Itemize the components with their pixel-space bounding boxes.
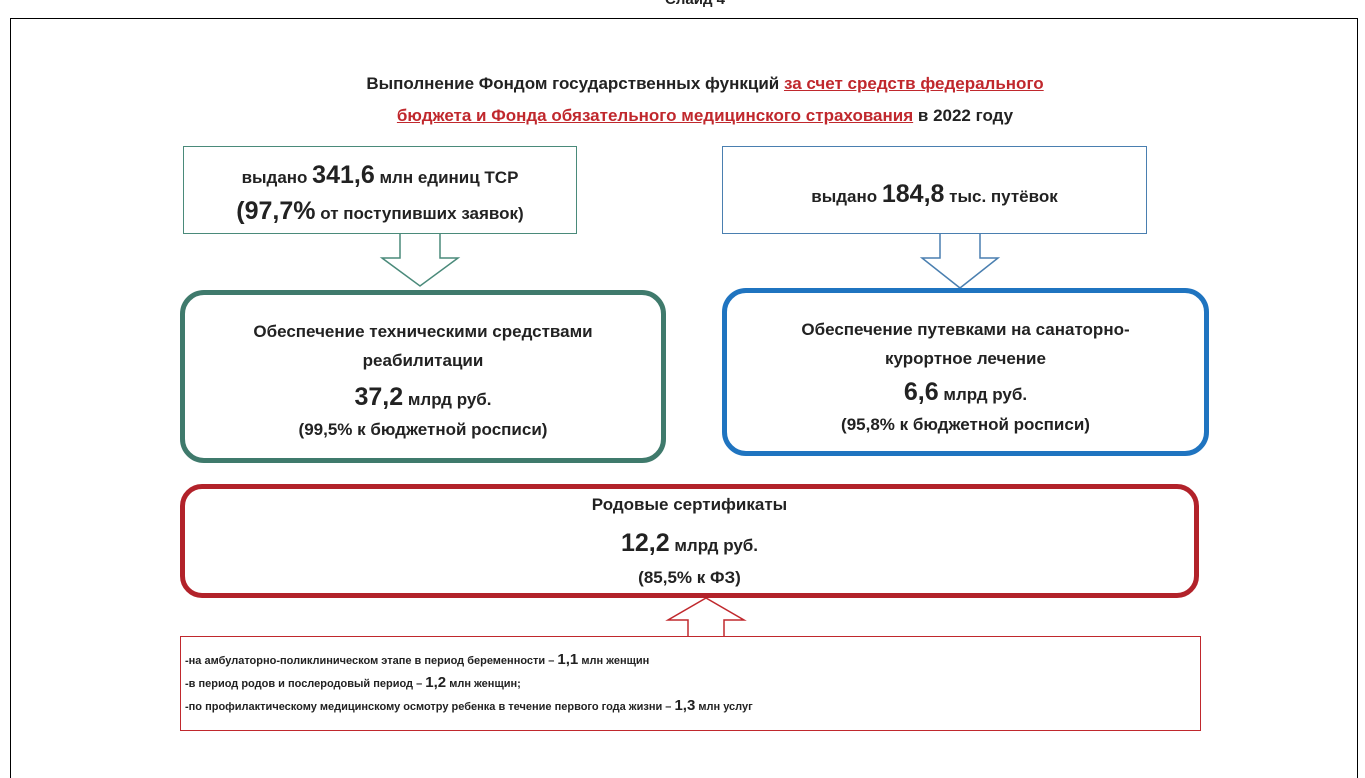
note: (85,5% к ФЗ)	[638, 568, 741, 587]
value: 6,6	[903, 378, 939, 406]
value: (97,7%	[236, 197, 316, 225]
detail-row: -по профилактическому медицинскому осмот…	[185, 697, 753, 714]
detail-row: -в период родов и послеродовый период – …	[185, 674, 521, 691]
unit: млрд руб.	[943, 385, 1028, 404]
tsr-issued-box: выдано 341,6 млн единиц ТСР (97,7% от по…	[183, 146, 577, 234]
value: 37,2	[354, 383, 404, 411]
box-title: Обеспечение техническими средствами реаб…	[253, 322, 593, 370]
title-highlight: за счет средств федерального	[783, 74, 1044, 93]
text: выдано	[811, 187, 878, 206]
title-text: в 2022 году	[917, 106, 1014, 125]
detail-text: -на амбулаторно-поликлиническом этапе в …	[185, 655, 555, 667]
title: Выполнение Фондом государственных функци…	[200, 68, 1210, 132]
title-highlight: бюджета и Фонда обязательного медицинско…	[396, 106, 914, 125]
detail-value: 1,1	[557, 651, 579, 668]
detail-value: 1,2	[425, 674, 447, 691]
text: млн единиц ТСР	[379, 168, 519, 187]
frame	[10, 18, 1358, 778]
detail-unit: млн женщин	[581, 655, 650, 667]
detail-text: -в период родов и послеродовый период –	[185, 678, 423, 690]
title-text: Выполнение Фондом государственных функци…	[366, 74, 780, 93]
text: от поступивших заявок)	[320, 204, 524, 223]
arrow-down	[379, 234, 461, 287]
box-title: Родовые сертификаты	[591, 495, 788, 514]
detail-text: -по профилактическому медицинскому осмот…	[185, 701, 672, 713]
unit: млрд руб.	[674, 536, 759, 555]
value: 341,6	[312, 161, 375, 189]
box-title: Обеспечение путевками на санаторно-курор…	[801, 320, 1130, 368]
sanatorium-box: Обеспечение путевками на санаторно-курор…	[722, 288, 1209, 456]
note: (95,8% к бюджетной росписи)	[841, 415, 1090, 434]
value: 12,2	[620, 529, 670, 557]
arrow-up	[665, 597, 747, 636]
detail-unit: млн женщин;	[449, 678, 521, 690]
arrow-down	[919, 234, 1001, 289]
unit: млрд руб.	[407, 390, 492, 409]
value: 184,8	[881, 180, 945, 208]
vouchers-issued-box: выдано 184,8 тыс. путёвок	[722, 146, 1147, 234]
text: тыс. путёвок	[949, 187, 1058, 206]
detail-row: -на амбулаторно-поликлиническом этапе в …	[185, 651, 649, 668]
text: выдано	[241, 168, 308, 187]
details-box: -на амбулаторно-поликлиническом этапе в …	[180, 636, 1201, 731]
detail-value: 1,3	[674, 697, 696, 714]
detail-unit: млн услуг	[698, 701, 753, 713]
certificates-box: Родовые сертификаты 12,2 млрд руб. (85,5…	[180, 484, 1199, 598]
tsr-box: Обеспечение техническими средствами реаб…	[180, 290, 666, 463]
slide-label: Слайд 4	[560, 0, 830, 8]
note: (99,5% к бюджетной росписи)	[298, 420, 548, 439]
